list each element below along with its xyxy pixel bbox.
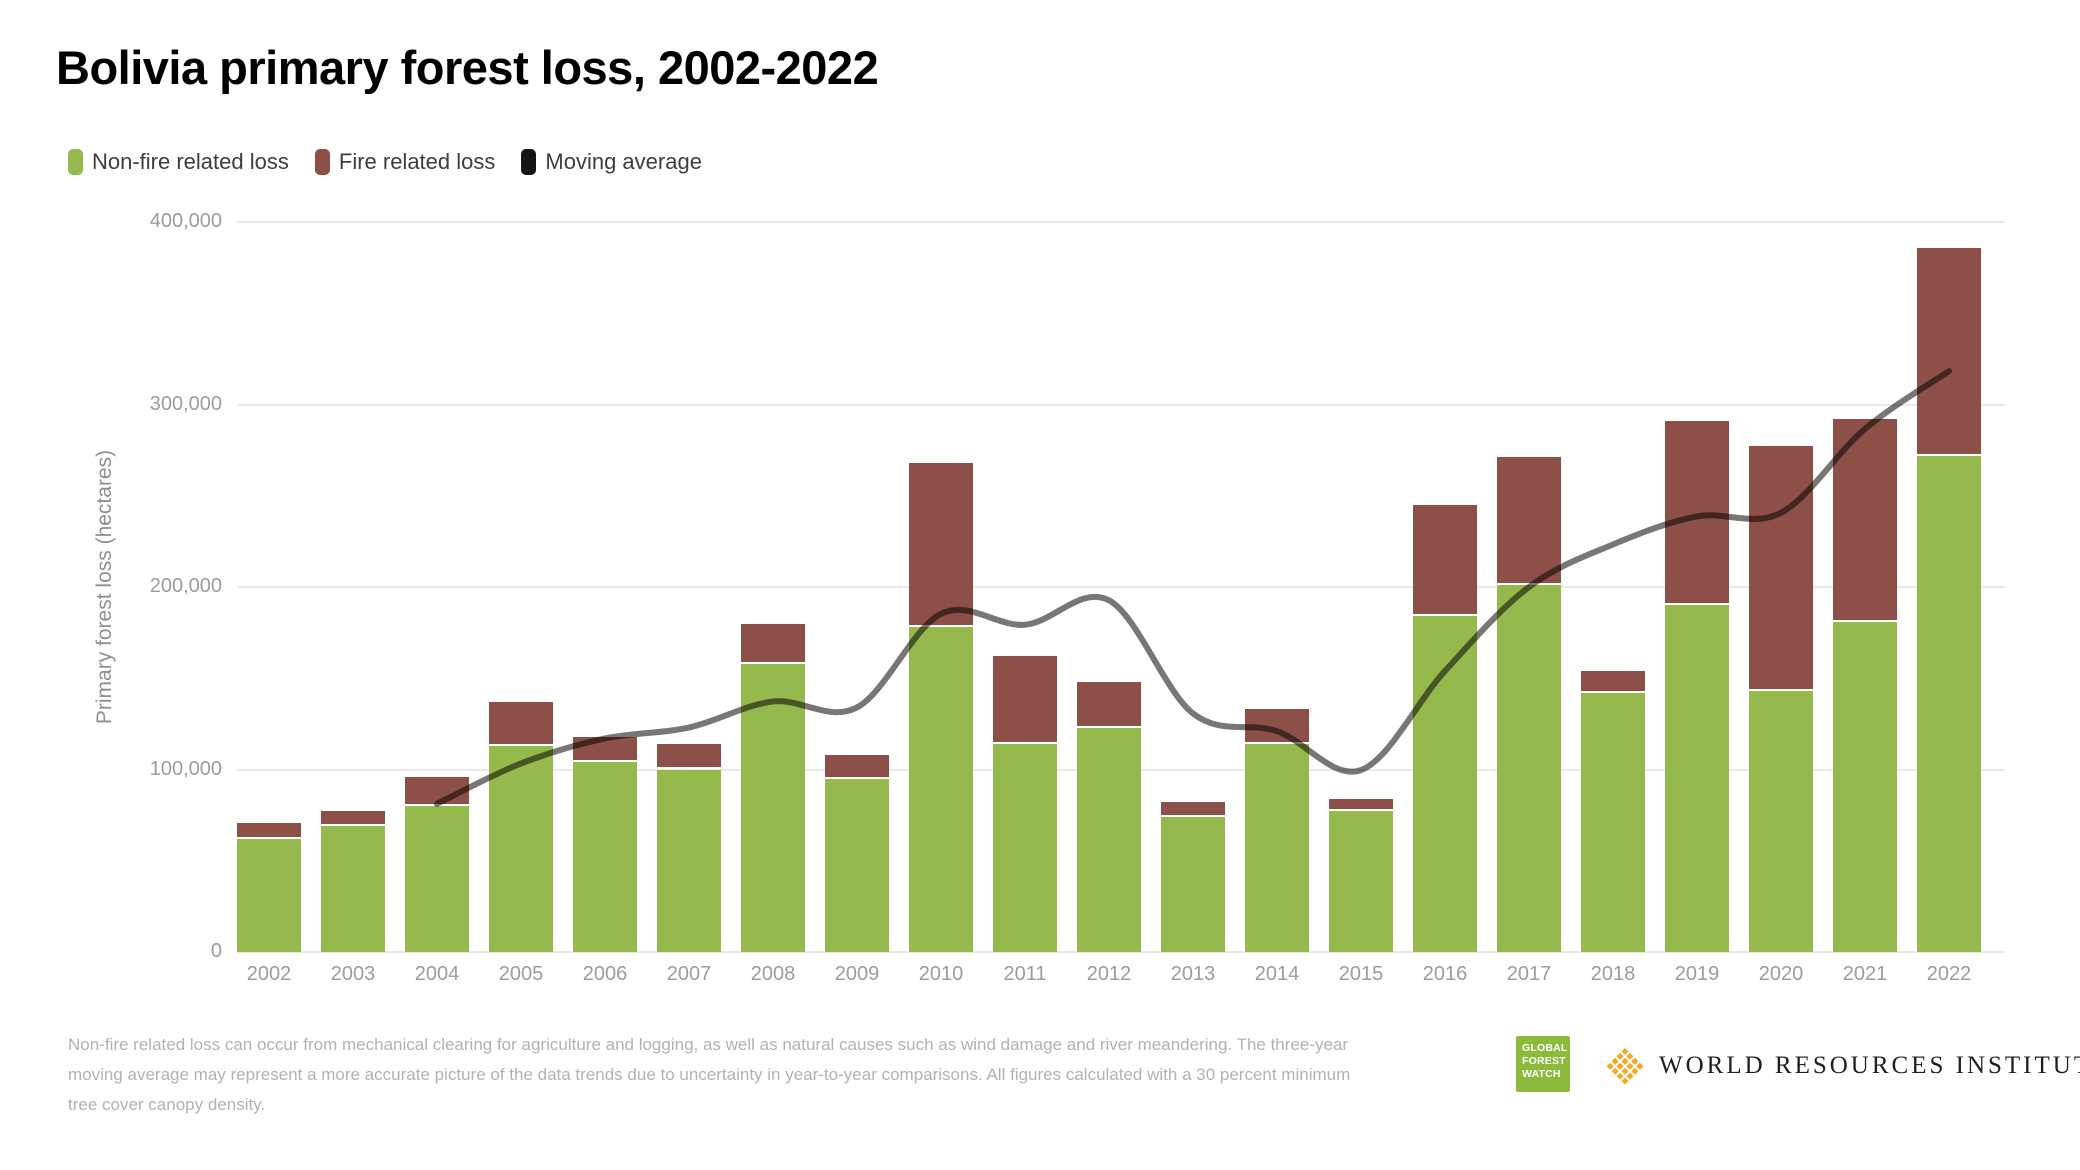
gridline-0 xyxy=(237,951,2005,953)
global-forest-watch-logo: GLOBAL FOREST WATCH xyxy=(1516,1036,1570,1092)
legend: Non-fire related loss Fire related loss … xyxy=(68,149,702,175)
bar-2012-fire[interactable] xyxy=(1077,681,1141,728)
x-tick-label-2021: 2021 xyxy=(1842,963,1888,985)
bar-2022-nonfire[interactable] xyxy=(1917,455,1981,952)
footnote-line: tree cover canopy density. xyxy=(68,1095,266,1114)
bar-2005-fire[interactable] xyxy=(489,701,553,746)
legend-item-fire: Fire related loss xyxy=(314,149,496,175)
wri-logo: WORLD RESOURCES INSTITUTE xyxy=(1604,1046,2080,1086)
legend-item-label: Fire related loss xyxy=(338,149,496,174)
legend-item-label: Moving average xyxy=(545,149,702,174)
bar-2003-fire[interactable] xyxy=(321,811,385,827)
bar-2019-nonfire[interactable] xyxy=(1665,605,1729,952)
bar-2005-nonfire[interactable] xyxy=(489,745,553,952)
logos: GLOBAL FOREST WATCH WORLD RESOURCES INST… xyxy=(1516,1036,2080,1092)
page-title: Bolivia primary forest loss, 2002-2022 xyxy=(56,41,879,94)
x-tick-label-2019: 2019 xyxy=(1674,963,1720,985)
x-tick-label-2002: 2002 xyxy=(246,963,292,985)
moving-average-swatch-icon xyxy=(521,149,537,175)
legend-item-nonfire: Non-fire related loss xyxy=(68,149,289,175)
x-tick-label-2003: 2003 xyxy=(330,963,376,985)
x-tick-label-2004: 2004 xyxy=(414,963,460,985)
gridline-300000 xyxy=(237,403,2005,406)
bar-2008-nonfire[interactable] xyxy=(741,663,805,952)
bar-2015-nonfire[interactable] xyxy=(1329,811,1393,952)
x-tick-label-2010: 2010 xyxy=(918,963,964,985)
bar-2007-fire[interactable] xyxy=(657,743,721,770)
bar-2020-fire[interactable] xyxy=(1749,446,1813,692)
bar-2007-nonfire[interactable] xyxy=(657,769,721,952)
x-tick-label-2006: 2006 xyxy=(582,963,628,985)
wri-logo-text: WORLD RESOURCES INSTITUTE xyxy=(1659,1052,2080,1079)
nonfire-swatch-icon xyxy=(68,149,83,175)
x-tick-label-2011: 2011 xyxy=(1003,963,1047,985)
gridline-400000 xyxy=(237,221,2005,223)
bar-2011-fire[interactable] xyxy=(993,656,1057,744)
bar-2021-nonfire[interactable] xyxy=(1833,621,1897,952)
bar-2013-fire[interactable] xyxy=(1161,802,1225,817)
bar-2009-nonfire[interactable] xyxy=(825,778,889,952)
x-tick-label-2013: 2013 xyxy=(1170,963,1216,985)
bar-2013-nonfire[interactable] xyxy=(1161,816,1225,952)
bar-2008-fire[interactable] xyxy=(741,623,805,664)
bar-2003-nonfire[interactable] xyxy=(321,826,385,952)
bar-2022-fire[interactable] xyxy=(1917,247,1981,456)
y-tick-label-300000: 300,000 xyxy=(149,392,222,415)
gridline-200000 xyxy=(237,586,2005,588)
y-tick-label-100000: 100,000 xyxy=(149,757,222,780)
bar-2009-fire[interactable] xyxy=(825,754,889,779)
wri-weave-icon xyxy=(1606,1047,1644,1085)
x-tick-label-2015: 2015 xyxy=(1338,963,1384,985)
fire-swatch-icon xyxy=(314,149,330,175)
gfw-logo-line: WATCH xyxy=(1522,1068,1561,1081)
bar-2014-nonfire[interactable] xyxy=(1245,743,1309,952)
gfw-logo-line: GLOBAL xyxy=(1522,1042,1568,1054)
y-tick-label-400000: 400,000 xyxy=(149,210,222,232)
legend-item-label: Non-fire related loss xyxy=(92,149,289,174)
x-tick-label-2008: 2008 xyxy=(750,963,796,985)
x-tick-label-2017: 2017 xyxy=(1506,963,1552,985)
y-tick-label-0: 0 xyxy=(210,940,222,962)
x-tick-label-2012: 2012 xyxy=(1086,963,1132,985)
y-tick-label-200000: 200,000 xyxy=(149,575,222,597)
gfw-logo-line: FOREST xyxy=(1522,1055,1566,1068)
bar-2006-nonfire[interactable] xyxy=(573,762,637,952)
x-tick-label-2014: 2014 xyxy=(1254,963,1300,985)
bar-2017-nonfire[interactable] xyxy=(1497,585,1561,952)
bar-2012-nonfire[interactable] xyxy=(1077,727,1141,952)
bar-2002-nonfire[interactable] xyxy=(237,838,301,952)
x-tick-label-2020: 2020 xyxy=(1758,963,1804,985)
footnote-line: moving average may represent a more accu… xyxy=(68,1065,1351,1084)
footnote: Non-fire related loss can occur from mec… xyxy=(68,1030,1350,1120)
bar-2004-nonfire[interactable] xyxy=(405,806,469,952)
bar-2016-fire[interactable] xyxy=(1413,504,1477,617)
bar-2020-nonfire[interactable] xyxy=(1749,691,1813,952)
x-tick-label-2007: 2007 xyxy=(666,963,712,985)
legend-item-moving-average: Moving average xyxy=(521,149,702,175)
bar-2018-fire[interactable] xyxy=(1581,670,1645,693)
footnote-line: Non-fire related loss can occur from mec… xyxy=(68,1035,1349,1054)
bar-2015-fire[interactable] xyxy=(1329,798,1393,812)
x-tick-label-2022: 2022 xyxy=(1926,963,1972,985)
bar-2002-fire[interactable] xyxy=(237,823,301,839)
bar-2010-fire[interactable] xyxy=(909,462,973,628)
bar-2010-nonfire[interactable] xyxy=(909,627,973,952)
bar-2018-nonfire[interactable] xyxy=(1581,692,1645,952)
bar-2011-nonfire[interactable] xyxy=(993,743,1057,952)
x-tick-label-2016: 2016 xyxy=(1422,963,1468,985)
x-tick-label-2018: 2018 xyxy=(1590,963,1636,985)
x-tick-label-2005: 2005 xyxy=(498,963,544,985)
x-tick-label-2009: 2009 xyxy=(834,963,880,985)
